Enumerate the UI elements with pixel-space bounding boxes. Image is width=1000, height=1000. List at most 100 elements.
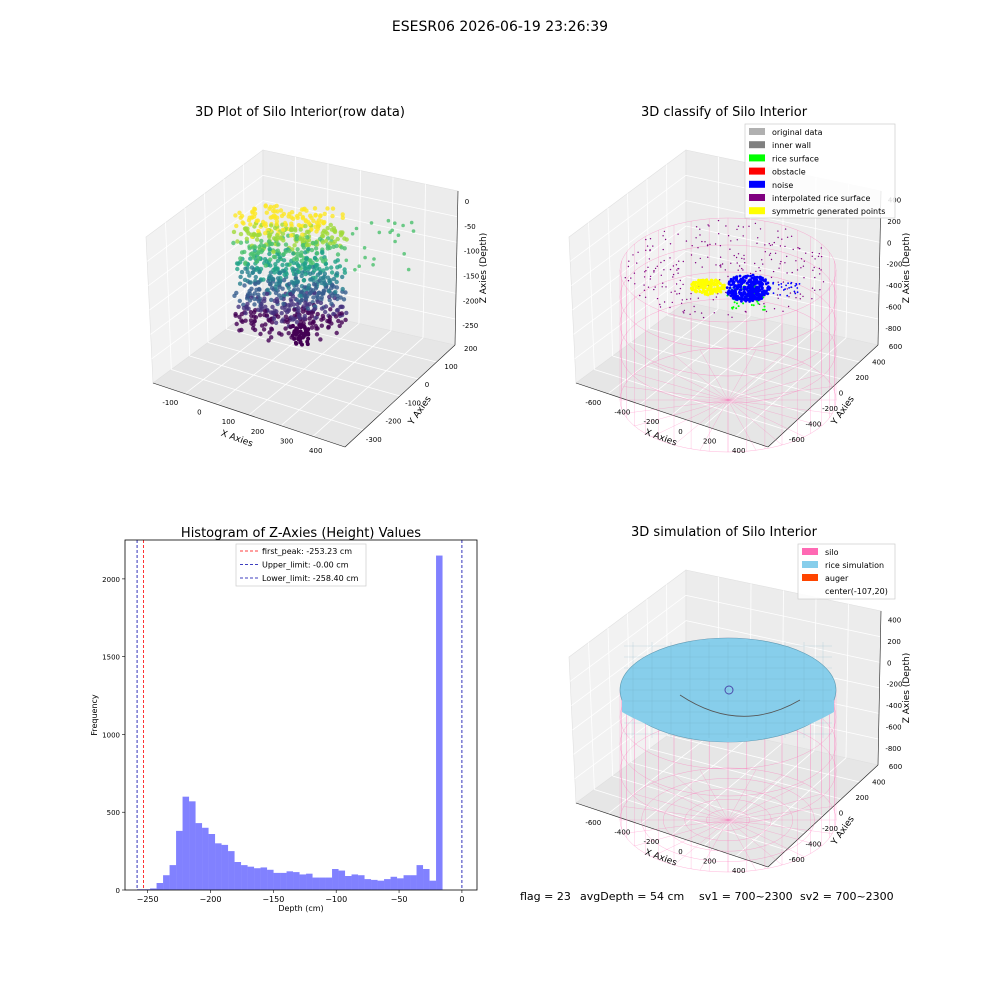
- interpolated-point: [683, 309, 686, 312]
- interpolated-point: [770, 258, 773, 261]
- interpolated-point: [653, 288, 655, 291]
- data-point: [246, 292, 251, 297]
- data-point: [255, 237, 260, 242]
- data-point: [277, 255, 282, 260]
- rice-depression: [679, 694, 801, 717]
- data-point: [285, 320, 290, 325]
- data-point: [249, 251, 255, 256]
- silo-spoke: [727, 819, 783, 866]
- data-point: [257, 269, 262, 275]
- data-point: [321, 278, 326, 283]
- interpolated-point: [819, 289, 821, 291]
- data-point: [320, 259, 326, 264]
- data-point: [339, 245, 344, 250]
- raw-plot-points: [231, 203, 416, 347]
- data-point: [234, 261, 240, 266]
- data-point: [280, 222, 285, 227]
- noise-point: [756, 297, 760, 301]
- x-tick-label: 0: [678, 428, 682, 436]
- histogram-reference-lines: [136, 540, 463, 890]
- legend-label: first_peak: -253.23 cm: [262, 547, 352, 556]
- interpolated-point: [686, 298, 688, 301]
- data-point: [303, 219, 309, 224]
- interpolated-point: [788, 296, 790, 298]
- data-point: [275, 233, 280, 238]
- histogram-bars: [137, 555, 443, 890]
- noise-point: [746, 274, 750, 278]
- data-point: [319, 295, 324, 300]
- data-point: [286, 302, 291, 308]
- data-point: [267, 246, 272, 252]
- silo-spoke: [634, 399, 729, 427]
- z-tick-label: -200: [887, 681, 903, 689]
- interpolated-point: [677, 272, 679, 274]
- rice-surface-point: [735, 307, 738, 310]
- noise-point: [728, 286, 732, 290]
- histogram-bar: [364, 879, 372, 890]
- data-point: [300, 290, 305, 295]
- data-point: [396, 233, 401, 237]
- data-point: [267, 251, 272, 257]
- data-point: [234, 290, 239, 296]
- data-point: [274, 281, 279, 287]
- data-point: [287, 211, 292, 217]
- silo-spoke: [727, 399, 833, 414]
- data-point: [289, 226, 294, 232]
- noise-point: [760, 285, 764, 289]
- data-point: [242, 249, 247, 255]
- data-point: [294, 332, 299, 337]
- data-point: [264, 210, 269, 215]
- interpolated-point: [743, 258, 745, 260]
- data-point: [327, 241, 333, 246]
- interpolated-point: [812, 269, 814, 271]
- rice-side: [622, 700, 834, 742]
- interpolated-point: [769, 252, 772, 255]
- symmetric-point: [716, 284, 719, 288]
- data-point: [291, 251, 296, 256]
- silo-spoke: [727, 386, 833, 401]
- z-tick-label: -400: [886, 702, 902, 710]
- rice-surface-point: [732, 306, 735, 309]
- data-point: [386, 218, 391, 223]
- interpolated-point: [744, 262, 746, 264]
- interpolated-point: [748, 225, 750, 227]
- noise-point: [747, 279, 751, 282]
- data-point: [266, 338, 271, 343]
- interpolated-point: [659, 306, 662, 308]
- data-point: [307, 316, 312, 321]
- interpolated-point: [653, 270, 655, 272]
- noise-point: [729, 283, 733, 287]
- data-point: [267, 318, 272, 323]
- data-point: [409, 220, 414, 225]
- data-point: [260, 248, 265, 253]
- y-tick-label: -200: [822, 825, 838, 833]
- x-tick-label: 300: [280, 438, 293, 446]
- data-point: [244, 236, 249, 241]
- data-point: [289, 233, 294, 238]
- data-point: [261, 327, 267, 332]
- data-point: [302, 265, 308, 271]
- data-point: [243, 266, 248, 271]
- grid-line: [574, 276, 687, 359]
- noise-point: [749, 282, 753, 286]
- interpolated-point: [693, 305, 695, 308]
- interpolated-point: [671, 301, 673, 304]
- y-tick-label: -300: [366, 436, 382, 444]
- legend-label: rice simulation: [825, 561, 884, 570]
- data-point: [315, 262, 320, 268]
- data-point: [296, 263, 301, 268]
- interpolated-point: [630, 277, 632, 279]
- classify-plot-zlabel: Z Axies (Depth): [902, 233, 912, 304]
- legend-label: Lower_limit: -258.40 cm: [262, 574, 359, 583]
- grid-line: [685, 250, 881, 295]
- noise-point: [755, 285, 759, 289]
- data-point: [371, 263, 375, 267]
- x-tick-label: 200: [703, 438, 716, 446]
- interpolated-point: [795, 260, 797, 262]
- data-point: [315, 326, 320, 331]
- interpolated-point: [672, 273, 675, 276]
- interpolated-point: [669, 257, 671, 259]
- noise-point: [728, 280, 731, 284]
- data-point: [393, 221, 397, 225]
- data-point: [362, 246, 367, 250]
